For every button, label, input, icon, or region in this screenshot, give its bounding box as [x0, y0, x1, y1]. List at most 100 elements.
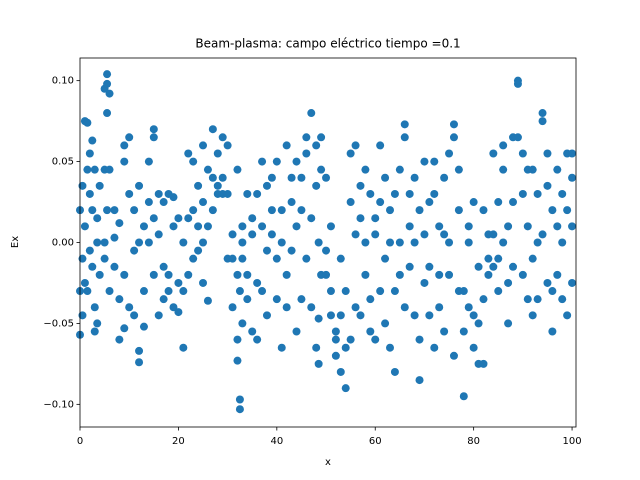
point — [139, 222, 148, 231]
point — [238, 254, 247, 263]
point — [80, 222, 89, 231]
point — [351, 303, 360, 312]
point — [179, 287, 188, 296]
point — [139, 322, 148, 331]
point — [208, 206, 217, 215]
point — [277, 238, 286, 247]
point — [292, 222, 301, 231]
y-tick-label: 0.10 — [52, 76, 74, 87]
point — [435, 270, 444, 279]
point — [381, 254, 390, 263]
point — [312, 141, 321, 150]
point — [445, 149, 454, 158]
point — [159, 198, 168, 207]
point — [184, 214, 193, 223]
point — [459, 327, 468, 336]
point — [307, 303, 316, 312]
point — [88, 206, 97, 215]
x-tick-label: 100 — [563, 436, 582, 447]
point — [494, 254, 503, 263]
point — [208, 173, 217, 182]
point — [361, 238, 370, 247]
point — [218, 133, 227, 142]
point — [314, 238, 323, 247]
point — [459, 392, 468, 401]
point — [504, 319, 513, 328]
point — [513, 133, 522, 142]
point — [533, 295, 542, 304]
point — [395, 238, 404, 247]
point — [149, 270, 158, 279]
point — [440, 173, 449, 182]
point — [243, 189, 252, 198]
point — [199, 238, 208, 247]
point — [144, 157, 153, 166]
point — [297, 206, 306, 215]
point — [125, 189, 134, 198]
point — [267, 206, 276, 215]
point — [90, 165, 99, 174]
point — [558, 189, 567, 198]
point — [445, 238, 454, 247]
point — [518, 149, 527, 158]
point — [317, 165, 326, 174]
point — [100, 238, 109, 247]
point — [238, 238, 247, 247]
point — [410, 238, 419, 247]
point — [326, 222, 335, 231]
point — [469, 198, 478, 207]
point — [346, 198, 355, 207]
point — [115, 335, 124, 344]
point — [528, 254, 537, 263]
point — [400, 120, 409, 129]
point — [135, 181, 144, 190]
point — [331, 351, 340, 360]
point — [326, 287, 335, 296]
point — [351, 141, 360, 150]
point — [440, 327, 449, 336]
point — [297, 295, 306, 304]
point — [449, 351, 458, 360]
point — [115, 219, 124, 228]
point — [292, 327, 301, 336]
point — [440, 230, 449, 239]
point — [346, 149, 355, 158]
point — [390, 189, 399, 198]
point — [386, 206, 394, 215]
point — [78, 311, 87, 320]
point — [103, 206, 112, 215]
point — [376, 141, 385, 150]
point — [223, 141, 232, 150]
chart-title: Beam-plasma: campo eléctrico tiempo =0.1 — [195, 37, 460, 51]
point — [371, 230, 380, 239]
x-axis-label: x — [325, 457, 331, 468]
point — [528, 165, 537, 174]
point — [509, 262, 518, 271]
point — [538, 230, 547, 239]
point — [479, 295, 488, 304]
point — [307, 214, 316, 223]
point — [454, 206, 463, 215]
point — [425, 262, 434, 271]
point — [395, 270, 404, 279]
point — [120, 324, 129, 333]
point — [88, 262, 97, 271]
point — [85, 149, 94, 158]
point — [415, 376, 424, 385]
point — [282, 303, 291, 312]
point — [563, 206, 572, 215]
point — [159, 262, 168, 271]
point — [135, 358, 144, 367]
point — [533, 238, 542, 247]
point — [135, 238, 144, 247]
point — [78, 254, 87, 263]
point — [262, 246, 271, 255]
x-tick-label: 20 — [172, 436, 185, 447]
point — [430, 343, 439, 352]
point — [548, 327, 557, 336]
point — [464, 303, 473, 312]
point — [405, 262, 414, 271]
point — [272, 254, 281, 263]
point — [184, 270, 193, 279]
